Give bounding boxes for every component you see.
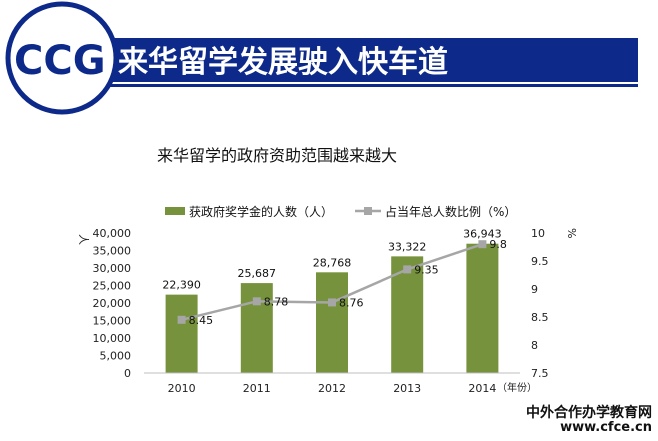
bar — [466, 243, 499, 373]
x-tick-label: 2010 — [168, 382, 196, 395]
y2-tick-label: 7.5 — [531, 367, 549, 380]
bar — [391, 256, 424, 373]
line-data-label: 8.78 — [264, 295, 289, 308]
y2-tick-label: 8.5 — [531, 311, 549, 324]
banner-underline — [60, 84, 638, 87]
y-tick-label: 10,000 — [93, 332, 132, 345]
legend-swatch-marker — [364, 207, 372, 215]
bar — [316, 272, 348, 373]
watermark-line1: 中外合作办学教育网 — [526, 405, 652, 421]
line-point — [177, 315, 186, 324]
line-point — [478, 240, 487, 249]
y-tick-label: 5,000 — [100, 350, 132, 363]
bar — [165, 294, 198, 373]
x-tick-label: 2013 — [393, 382, 421, 395]
x-tick-label: 2014 — [468, 382, 496, 395]
watermark-line2: www.cfce.cn — [560, 420, 652, 435]
bar-data-label: 33,322 — [388, 240, 427, 253]
line-point — [403, 265, 412, 274]
header-banner: CCG 来华留学发展驶入快车道 — [5, 1, 638, 115]
line-data-label: 9.35 — [414, 263, 439, 276]
legend-swatch-bar — [165, 207, 185, 215]
y2-tick-label: 9.5 — [531, 255, 549, 268]
bar-data-label: 22,390 — [162, 279, 201, 292]
y-tick-label: 30,000 — [93, 262, 132, 275]
chart-title: 来华留学的政府资助范围越来越大 — [157, 146, 397, 165]
line-data-label: 8.76 — [339, 296, 364, 309]
legend-label-line: 占当年总人数比例（%） — [385, 204, 516, 219]
y-tick-label: 35,000 — [93, 245, 132, 258]
y2-tick-label: 9 — [531, 283, 538, 296]
x-axis-label: （年份） — [497, 381, 537, 394]
line-point — [328, 298, 336, 307]
chart: 来华留学的政府资助范围越来越大 获政府奖学金的人数（人） 占当年总人数比例（%）… — [77, 146, 578, 395]
line-data-label: 9.8 — [489, 238, 507, 251]
bar-data-label: 25,687 — [238, 267, 277, 280]
logo-circle — [5, 1, 119, 115]
y-axis-unit-label: 人 — [77, 234, 90, 245]
y2-axis-unit-label: % — [565, 228, 578, 238]
y-tick-label: 0 — [124, 367, 131, 380]
y-tick-label: 15,000 — [93, 315, 132, 328]
banner-title: 来华留学发展驶入快车道 — [118, 45, 448, 80]
y-tick-label: 40,000 — [93, 227, 132, 240]
line-data-label: 8.45 — [189, 314, 214, 327]
x-tick-label: 2011 — [243, 382, 271, 395]
bar-data-label: 28,768 — [313, 256, 352, 269]
y-tick-label: 20,000 — [93, 297, 132, 310]
line-point — [252, 297, 261, 306]
legend-label-bar: 获政府奖学金的人数（人） — [189, 204, 333, 219]
logo-text: CCG — [14, 38, 106, 84]
y2-tick-label: 8 — [531, 339, 538, 352]
x-tick-label: 2012 — [318, 382, 346, 395]
y2-tick-label: 10 — [531, 227, 545, 240]
bar-data-label: 36,943 — [463, 228, 502, 241]
y-tick-label: 25,000 — [93, 280, 132, 293]
banner-bar — [60, 38, 638, 82]
